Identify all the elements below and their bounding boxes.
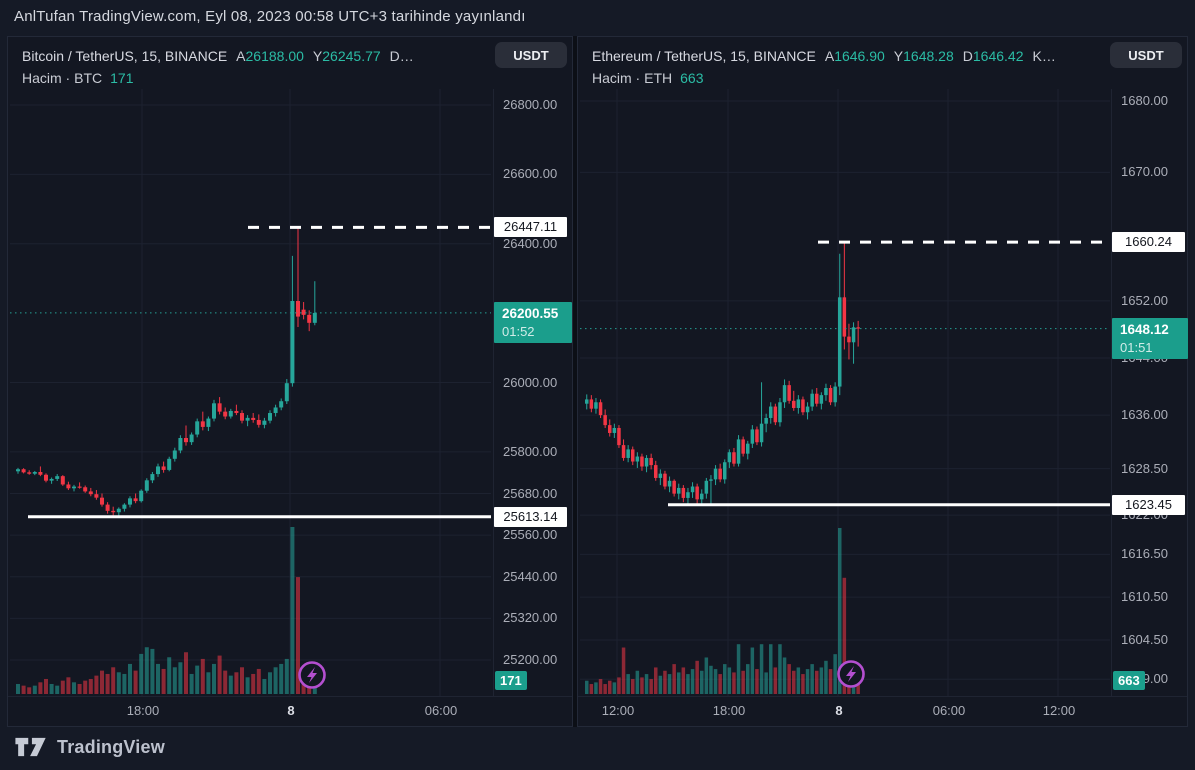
lightning-marker-icon[interactable] bbox=[837, 660, 865, 688]
price-tick-label: 1616.50 bbox=[1121, 546, 1168, 562]
btc-price-axis[interactable]: 26800.00 26600.00 26400.00 26000.00 25800.00… bbox=[493, 89, 572, 696]
open-value: 26188.00 bbox=[245, 48, 304, 64]
price-level-label: 1660.24 bbox=[1112, 232, 1185, 253]
btc-candlestick-chart[interactable] bbox=[10, 89, 491, 696]
level-lines bbox=[580, 240, 1110, 507]
last-price-badge: 1648.12 01:51 bbox=[1112, 317, 1188, 359]
open-label: A bbox=[236, 48, 246, 64]
volume-badge: 663 bbox=[1113, 671, 1145, 690]
time-tick-label: 12:00 bbox=[1042, 703, 1076, 718]
last-price-value: 26200.55 bbox=[502, 305, 559, 321]
candles-layer bbox=[585, 242, 860, 505]
price-tick-label: 26800.00 bbox=[503, 97, 558, 112]
tradingview-logo-icon bbox=[15, 737, 46, 757]
volume-study-label: Hacim · ETH bbox=[592, 70, 673, 86]
eth-candlestick-chart[interactable] bbox=[580, 89, 1110, 696]
high-value: 26245.77 bbox=[322, 48, 381, 64]
level-lines bbox=[10, 225, 491, 519]
currency-toggle-button[interactable]: USDT bbox=[1110, 42, 1182, 68]
price-tick-label: 25560.00 bbox=[503, 527, 558, 543]
btc-time-axis[interactable]: 18:00 8 06:00 bbox=[8, 696, 572, 726]
open-value: 1646.90 bbox=[834, 48, 885, 64]
price-level-label: 26447.11 bbox=[494, 217, 567, 238]
bar-countdown: 01:52 bbox=[502, 323, 535, 339]
last-price-value: 1648.12 bbox=[1120, 321, 1169, 337]
price-level-label: 1623.45 bbox=[1112, 494, 1185, 515]
low-label: D bbox=[962, 48, 973, 64]
high-label: Y bbox=[893, 48, 904, 64]
volume-row: Hacim · ETH 663 bbox=[592, 67, 1056, 89]
symbol-row: Bitcoin / TetherUS, 15, BINANCE A26188.00… bbox=[22, 45, 414, 67]
footer: TradingView bbox=[0, 727, 1195, 770]
chart-legend-btc: Bitcoin / TetherUS, 15, BINANCE A26188.00… bbox=[22, 45, 414, 89]
time-tick-label: 18:00 bbox=[712, 703, 746, 718]
time-tick-label: 18:00 bbox=[126, 703, 160, 718]
symbol-title: Bitcoin / TetherUS, 15, BINANCE bbox=[22, 48, 228, 64]
published-info-text: AnlTufan TradingView.com, Eyl 08, 2023 0… bbox=[14, 8, 526, 25]
chart-legend-eth: Ethereum / TetherUS, 15, BINANCE A1646.90… bbox=[592, 45, 1056, 89]
low-value: 1646.42 bbox=[972, 48, 1024, 64]
price-level-label: 25613.14 bbox=[494, 506, 567, 527]
price-tick-label: 1636.00 bbox=[1121, 407, 1168, 423]
symbol-row: Ethereum / TetherUS, 15, BINANCE A1646.90… bbox=[592, 45, 1056, 67]
volume-row: Hacim · BTC 171 bbox=[22, 67, 414, 89]
close-label-truncated: K… bbox=[1032, 48, 1056, 64]
price-tick-label: 1652.00 bbox=[1121, 292, 1168, 308]
volume-bars bbox=[585, 528, 860, 694]
price-tick-label: 25440.00 bbox=[503, 568, 558, 584]
tradingview-logo[interactable]: TradingView bbox=[14, 736, 165, 758]
price-tick-label: 26000.00 bbox=[503, 374, 558, 390]
lightning-marker-icon[interactable] bbox=[298, 661, 326, 689]
volume-study-label: Hacim · BTC bbox=[22, 70, 103, 86]
currency-toggle-button[interactable]: USDT bbox=[495, 42, 567, 68]
time-tick-label: 8 bbox=[835, 703, 843, 718]
price-tick-label: 25680.00 bbox=[503, 485, 558, 501]
price-tick-label: 1604.50 bbox=[1121, 632, 1168, 647]
price-tick-label: 26600.00 bbox=[503, 166, 558, 182]
price-tick-label: 1610.50 bbox=[1121, 589, 1168, 605]
eth-time-axis[interactable]: 12:00 18:00 8 06:00 12:00 bbox=[578, 696, 1187, 726]
time-tick-label: 12:00 bbox=[601, 703, 635, 718]
time-tick-label: 8 bbox=[287, 703, 295, 718]
chart-pane-btc: Bitcoin / TetherUS, 15, BINANCE A26188.00… bbox=[7, 36, 573, 727]
price-tick-label: 1628.50 bbox=[1121, 460, 1168, 476]
price-tick-label: 25200.00 bbox=[503, 652, 558, 667]
price-tick-label: 1680.00 bbox=[1121, 93, 1168, 108]
time-tick-label: 06:00 bbox=[424, 703, 458, 718]
gridlines bbox=[10, 89, 491, 696]
low-label-truncated: D… bbox=[389, 48, 414, 64]
time-tick-label: 06:00 bbox=[932, 703, 966, 718]
chart-pane-eth: Ethereum / TetherUS, 15, BINANCE A1646.90… bbox=[577, 36, 1188, 727]
volume-badge: 171 bbox=[495, 671, 527, 690]
price-tick-label: 25320.00 bbox=[503, 610, 558, 626]
publish-header: AnlTufan TradingView.com, Eyl 08, 2023 0… bbox=[0, 0, 1195, 36]
price-tick-label: 25800.00 bbox=[503, 443, 558, 459]
bar-countdown: 01:51 bbox=[1120, 339, 1153, 355]
eth-price-axis[interactable]: 1680.001670.001652.001644.001636.001628.… bbox=[1111, 89, 1188, 696]
last-price-badge: 26200.55 01:52 bbox=[494, 301, 572, 343]
volume-bars bbox=[16, 527, 317, 694]
volume-study-value: 663 bbox=[680, 70, 704, 86]
tradingview-logo-text: TradingView bbox=[57, 736, 165, 757]
price-tick-label: 1670.00 bbox=[1121, 164, 1168, 180]
candles-layer bbox=[16, 227, 317, 517]
high-label: Y bbox=[312, 48, 323, 64]
open-label: A bbox=[824, 48, 835, 64]
symbol-title: Ethereum / TetherUS, 15, BINANCE bbox=[592, 48, 816, 64]
charts-row: Bitcoin / TetherUS, 15, BINANCE A26188.00… bbox=[7, 36, 1188, 727]
price-tick-label: 26400.00 bbox=[503, 235, 558, 251]
volume-study-value: 171 bbox=[110, 70, 134, 86]
high-value: 1648.28 bbox=[903, 48, 954, 64]
